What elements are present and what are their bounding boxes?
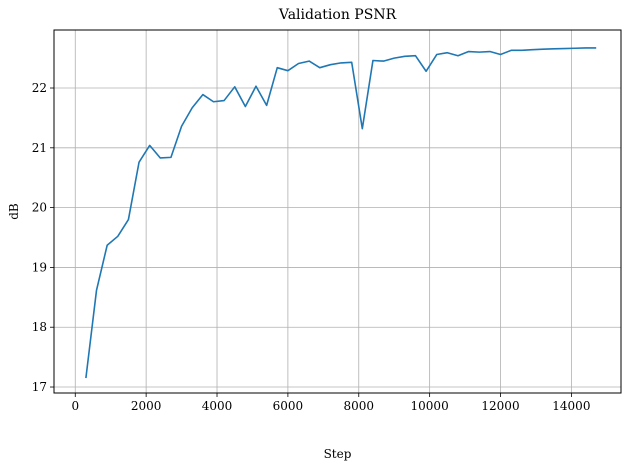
series-line [85, 47, 597, 379]
y-tick-label: 21 [32, 141, 47, 155]
x-tick-label: 14000 [552, 399, 590, 413]
y-tick-label: 18 [32, 320, 47, 334]
x-axis-label: Step [324, 447, 352, 461]
x-tick-label: 8000 [343, 399, 374, 413]
grid [54, 30, 621, 393]
y-axis-label: dB [7, 203, 21, 220]
plot-frame [53, 29, 622, 394]
y-tick-label: 17 [32, 380, 47, 394]
y-tick-label: 19 [32, 260, 47, 274]
y-tick-label: 20 [32, 201, 47, 215]
y-axis: 17 18 19 20 21 22 [32, 81, 54, 394]
x-tick-label: 12000 [481, 399, 519, 413]
series-layer [85, 47, 597, 379]
x-tick-label: 6000 [273, 399, 304, 413]
x-tick-label: 0 [71, 399, 79, 413]
x-tick-label: 4000 [202, 399, 233, 413]
y-tick-label: 22 [32, 81, 47, 95]
chart-title: Validation PSNR [278, 7, 397, 23]
x-tick-label: 2000 [131, 399, 162, 413]
x-axis: 0 2000 4000 6000 8000 10000 12000 14000 [71, 393, 590, 413]
x-tick-label: 10000 [411, 399, 449, 413]
